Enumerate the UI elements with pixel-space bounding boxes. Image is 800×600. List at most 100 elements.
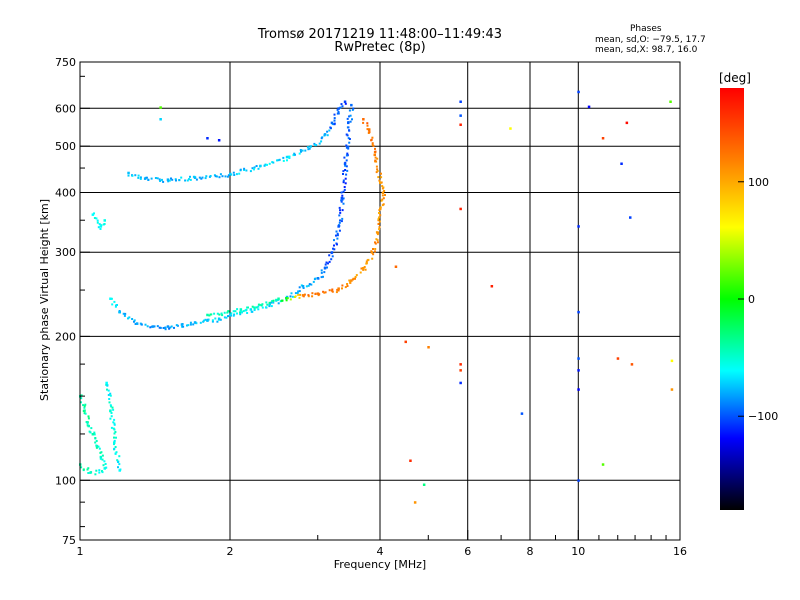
echo-point: [285, 299, 288, 302]
echo-point: [225, 316, 228, 319]
echo-point: [331, 290, 334, 293]
echo-point: [268, 162, 271, 165]
echo-point: [109, 392, 112, 395]
echo-point: [239, 168, 242, 171]
echo-point: [373, 153, 376, 157]
echo-point: [239, 309, 242, 312]
echo-point: [345, 159, 348, 162]
echo-point: [322, 275, 324, 278]
echo-point: [218, 176, 221, 179]
echo-point: [301, 285, 305, 288]
echo-point: [227, 310, 230, 313]
echo-point: [83, 406, 86, 409]
echo-point: [199, 321, 202, 324]
phases-stats-o: mean, sd,O: −79.5, 17.7: [595, 35, 706, 45]
echo-point: [314, 292, 317, 295]
echo-point: [214, 317, 217, 320]
echo-point: [219, 173, 222, 176]
echo-point: [252, 306, 255, 309]
echo-point: [366, 128, 369, 131]
echo-point: [333, 119, 336, 122]
echo-point: [289, 295, 292, 298]
echo-point: [217, 317, 221, 320]
echo-point: [113, 422, 116, 425]
echo-point: [226, 311, 229, 314]
echo-point: [288, 157, 291, 159]
echo-point: [346, 126, 349, 129]
echo-point: [164, 326, 167, 329]
echo-point: [368, 131, 371, 134]
echo-point: [251, 310, 254, 313]
echo-point: [409, 459, 412, 462]
echo-point: [362, 121, 365, 124]
echo-point: [285, 297, 288, 299]
echo-point: [381, 194, 384, 197]
x-tick-label: 8: [527, 545, 534, 558]
echo-point: [371, 257, 374, 260]
echo-point: [326, 266, 328, 269]
echo-point: [299, 149, 302, 151]
echo-point: [80, 394, 83, 397]
echo-point: [175, 324, 178, 327]
echo-point: [135, 322, 139, 325]
echo-point: [298, 152, 301, 155]
echo-point: [195, 322, 198, 325]
echo-point: [105, 381, 108, 385]
echo-point: [96, 219, 99, 222]
echo-point: [345, 144, 348, 147]
echo-point: [216, 175, 219, 178]
echo-point: [124, 312, 127, 315]
echo-point: [371, 136, 374, 139]
echo-point: [175, 179, 177, 182]
echo-point: [346, 134, 349, 137]
echo-point: [171, 178, 174, 181]
echo-point: [320, 276, 323, 279]
echo-point: [277, 302, 280, 305]
echo-point: [520, 412, 524, 415]
echo-point: [383, 190, 386, 192]
echo-point: [379, 181, 382, 184]
echo-point: [296, 292, 299, 295]
echo-point: [213, 312, 216, 315]
echo-point: [338, 221, 341, 224]
echo-point: [333, 248, 336, 251]
echo-point: [377, 223, 380, 225]
x-tick-label: 16: [673, 545, 687, 558]
echo-point: [316, 292, 320, 295]
echo-point: [110, 426, 113, 429]
echo-point: [328, 289, 331, 292]
echo-point: [351, 118, 353, 121]
echo-point: [370, 251, 374, 254]
echo-point: [109, 417, 112, 420]
echo-point: [377, 176, 380, 179]
echo-point: [364, 268, 367, 271]
echo-point: [333, 239, 335, 242]
echo-point: [162, 180, 165, 183]
echo-point: [108, 398, 111, 400]
echo-point: [318, 142, 321, 145]
echo-point: [114, 446, 117, 448]
echo-point: [186, 179, 189, 182]
y-tick-label: 300: [55, 246, 76, 259]
echo-point: [367, 129, 371, 132]
echo-point: [89, 431, 92, 434]
echo-point: [312, 280, 315, 283]
echo-point: [192, 323, 195, 326]
echo-point: [257, 305, 260, 308]
echo-point: [161, 178, 163, 181]
echo-point: [359, 271, 362, 274]
echo-point: [127, 171, 130, 175]
echo-point: [348, 115, 351, 118]
echo-point: [367, 258, 370, 261]
echo-point: [243, 167, 246, 170]
echo-point: [371, 143, 374, 146]
echo-point: [268, 301, 271, 304]
echo-point: [133, 319, 136, 322]
echo-point: [253, 307, 256, 310]
echo-point: [145, 176, 148, 179]
echo-point: [365, 260, 368, 263]
echo-point: [669, 100, 672, 103]
echo-point: [96, 221, 99, 224]
echo-point: [350, 103, 353, 107]
echo-point: [101, 458, 104, 461]
